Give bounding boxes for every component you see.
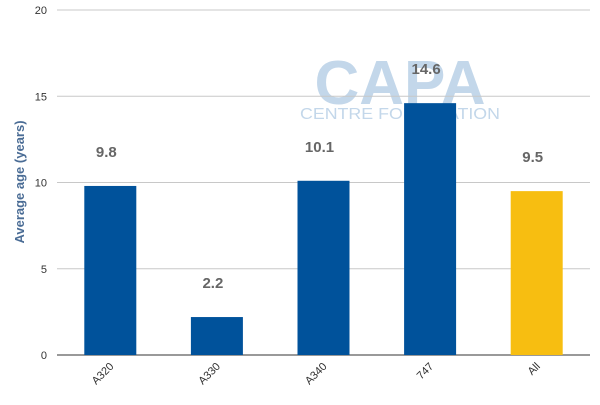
data-label-a330: 2.2 (202, 275, 223, 292)
data-label-all: 9.5 (522, 149, 543, 166)
watermark-logo-text: CAPA (314, 49, 485, 118)
x-tick-label-a330: A330 (196, 361, 223, 388)
y-tick-label: 0 (41, 350, 47, 362)
y-tick-label: 20 (35, 5, 47, 17)
y-axis-label: Average age (years) (12, 120, 27, 243)
x-tick-label-747: 747 (415, 361, 436, 382)
y-axis-ticks: 0 5 10 15 20 (35, 5, 47, 362)
bar-all (510, 191, 563, 355)
x-tick-label-a320: A320 (90, 361, 117, 388)
y-tick-label: 5 (41, 264, 47, 276)
x-tick-label-all: All (526, 361, 543, 378)
y-tick-label: 10 (35, 178, 47, 190)
capa-watermark: CAPA CENTRE FOR AVIATION (300, 49, 500, 123)
data-label-a320: 9.8 (96, 144, 117, 161)
bar-a340 (297, 180, 350, 355)
x-tick-label-a340: A340 (303, 361, 330, 388)
bar-a330 (190, 317, 243, 355)
bars (84, 103, 563, 356)
data-labels: 9.8 2.2 10.1 14.6 9.5 (96, 61, 543, 292)
data-label-a340: 10.1 (305, 139, 334, 156)
bar-a320 (84, 185, 137, 355)
bar-747 (404, 103, 457, 356)
x-axis-ticks: A320 A330 A340 747 All (90, 361, 543, 388)
data-label-747: 14.6 (411, 61, 440, 78)
watermark-sub-text: CENTRE FOR AVIATION (300, 106, 500, 123)
y-tick-label: 15 (35, 91, 47, 103)
